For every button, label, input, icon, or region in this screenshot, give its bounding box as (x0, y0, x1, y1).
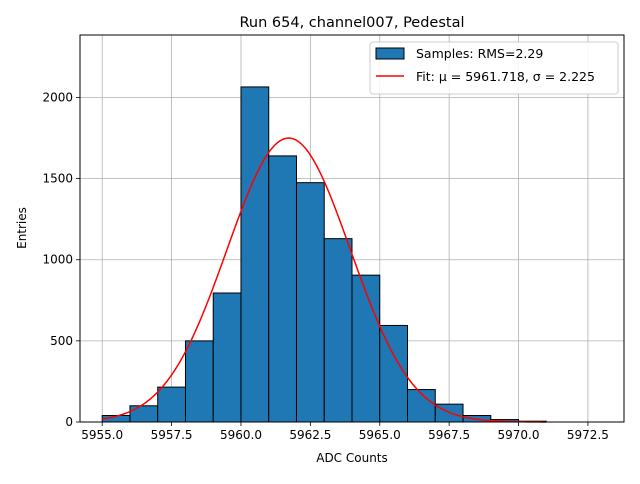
x-axis-ticks: 5955.0 5957.5 5960.0 5962.5 5965.0 5967.5 5970… (81, 422, 609, 442)
plot-frame (79, 34, 625, 423)
y-tick-label: 1000 (42, 253, 73, 267)
y-axis-label: Entries (15, 207, 29, 249)
histogram-bars (101, 86, 547, 423)
legend-label-samples: Samples: RMS=2.29 (416, 46, 543, 61)
y-tick-label: 0 (65, 415, 73, 429)
legend-label-fit: Fit: μ = 5961.718, σ = 2.225 (416, 69, 595, 84)
y-tick-label: 500 (50, 334, 73, 348)
histogram-bar (129, 405, 159, 423)
histogram-bar (184, 340, 214, 423)
x-tick-label: 5972.5 (567, 428, 609, 442)
histogram-bar (323, 238, 353, 423)
x-tick-label: 5960.0 (220, 428, 262, 442)
histogram-bar (212, 292, 242, 423)
legend-swatch-samples (375, 47, 405, 60)
histogram-bar (379, 324, 409, 423)
histogram-bar (157, 386, 186, 423)
x-tick-label: 5970.0 (498, 428, 540, 442)
x-tick-label: 5967.5 (428, 428, 470, 442)
histogram-bar (240, 86, 270, 423)
histogram-bar (351, 274, 381, 423)
x-tick-label: 5965.0 (359, 428, 401, 442)
fit-curve (102, 137, 547, 423)
y-tick-label: 1500 (42, 172, 73, 186)
y-axis-ticks: 0 500 1000 1500 2000 (42, 90, 80, 429)
histogram-bar (268, 155, 297, 423)
x-tick-label: 5957.5 (151, 428, 193, 442)
y-tick-label: 2000 (42, 90, 73, 104)
legend: Samples: RMS=2.29 Fit: μ = 5961.718, σ =… (369, 41, 619, 95)
x-tick-label: 5962.5 (289, 428, 331, 442)
legend-box (369, 41, 619, 95)
x-tick-label: 5955.0 (81, 428, 123, 442)
x-axis-label: ADC Counts (316, 451, 388, 465)
histogram-bar (295, 182, 325, 423)
chart-title: Run 654, channel007, Pedestal (239, 15, 464, 31)
